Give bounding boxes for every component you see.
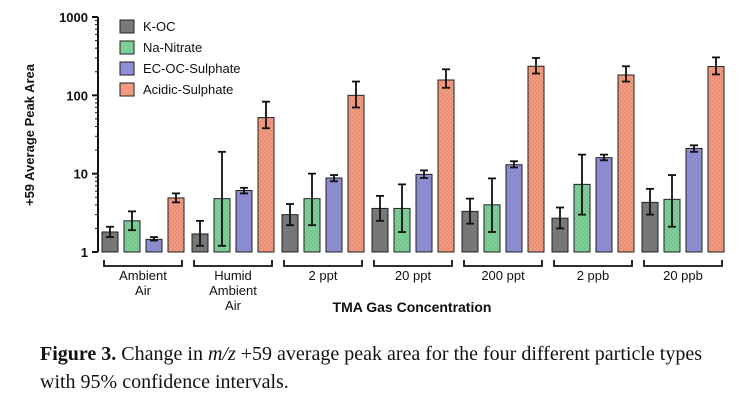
legend-swatch [119, 61, 135, 76]
category-label: Humid [214, 268, 252, 283]
bar-texture [168, 197, 184, 252]
bar-texture [236, 190, 252, 252]
y-tick-label: 1000 [59, 10, 88, 25]
y-axis-label: +59 Average Peak Area [22, 63, 37, 206]
caption-text-before: Change in [121, 343, 203, 365]
category-label: 20 ppb [663, 268, 703, 283]
bar-texture [124, 220, 140, 252]
bar-texture [326, 178, 342, 252]
bar-texture [462, 211, 478, 252]
category-bracket [103, 260, 183, 267]
category-label: Ambient [209, 283, 257, 298]
legend-swatch [119, 82, 135, 97]
category-label: 2 ppb [577, 268, 610, 283]
category-label: Ambient [119, 268, 167, 283]
y-tick-label: 10 [74, 167, 88, 182]
figure-caption: Figure 3. Change in m/z +59 average peak… [40, 340, 740, 396]
bar-texture [348, 95, 364, 252]
bar-texture [282, 214, 298, 252]
category-bracket [643, 260, 723, 267]
bar-texture [416, 174, 432, 252]
bar-texture [708, 66, 724, 252]
x-axis-label: TMA Gas Concentration [333, 299, 492, 315]
legend-swatch [119, 19, 135, 34]
bar-texture [596, 157, 612, 252]
category-label: 20 ppt [395, 268, 432, 283]
bar-texture [528, 66, 544, 252]
bar-texture [618, 74, 634, 252]
legend-swatch [119, 40, 135, 55]
category-bracket [283, 260, 363, 267]
category-bracket [373, 260, 453, 267]
legend-label: EC-OC-Sulphate [143, 61, 241, 76]
bar-texture [506, 164, 522, 252]
category-bracket [463, 260, 543, 267]
bar-texture [574, 184, 590, 252]
bar-texture [438, 79, 454, 253]
bar-texture [372, 208, 388, 252]
caption-mz: m/z [207, 343, 236, 365]
bar-texture [258, 117, 274, 252]
category-label: Air [135, 283, 152, 298]
category-bracket [193, 260, 273, 267]
legend-label: K-OC [143, 19, 176, 34]
caption-text-after: +59 average peak area for the four diffe… [40, 343, 702, 393]
category-label: Air [225, 298, 242, 313]
category-label: 200 ppt [481, 268, 525, 283]
legend-label: Acidic-Sulphate [143, 82, 233, 97]
category-bracket [553, 260, 633, 267]
category-label: 2 ppt [309, 268, 338, 283]
legend-label: Na-Nitrate [143, 40, 202, 55]
y-tick-label: 100 [66, 88, 88, 103]
bar-texture [686, 148, 702, 252]
figure-label: Figure 3. [40, 343, 117, 365]
bar-texture [146, 239, 162, 252]
y-tick-label: 1 [81, 245, 88, 260]
bar-texture [552, 218, 568, 252]
